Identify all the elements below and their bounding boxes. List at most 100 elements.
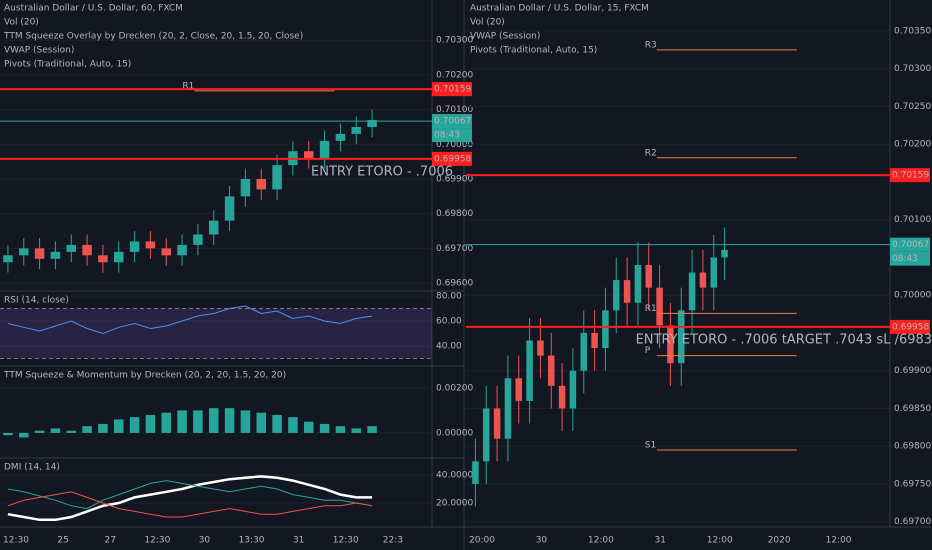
x-tick-label: 12:30 [144,536,170,546]
legend-text: TTM Squeeze Overlay by Drecken (20, 2, C… [3,32,303,42]
candle-body [209,220,219,235]
y-tick-label: 0.69700 [894,517,931,527]
y-tick-label: 0.69600 [436,279,473,289]
indicator-line [7,475,373,522]
candle-body [472,461,479,484]
candle-body [699,272,707,288]
y-tick-label: 0.69900 [894,366,931,376]
y-tick-label: 0.69800 [436,209,473,219]
y-tick-label: 0.69850 [894,404,931,414]
legend-text: Pivots (Traditional, Auto, 15) [470,46,597,56]
y-tick-label: 60.00 [436,317,462,327]
candle-body [515,378,522,401]
candle-body [569,370,577,409]
candle-body [82,244,92,256]
y-tick-label: 0.70350 [894,26,931,36]
legend-text: VWAP (Session) [470,32,540,42]
candle-body [591,332,598,349]
x-tick-label: 2020 [768,536,791,546]
momentum-bar [351,428,361,433]
candle-body [145,241,156,249]
candle-body [667,325,674,364]
y-tick-label: 0.70250 [894,102,931,112]
legend-text: RSI (14, close) [4,296,69,306]
y-tick-label: 0.69900 [436,174,473,184]
candle-body [19,248,29,256]
countdown: 08:43 [434,131,460,141]
candle-body [504,378,512,439]
y-tick-label: 80.00 [436,292,462,302]
y-tick-label: 0.70300 [894,64,931,74]
price-level-tag [432,82,472,97]
momentum-bar [3,432,13,436]
y-tick-label: 0.69750 [894,479,931,489]
momentum-bar [34,430,45,433]
candle-body [613,280,620,311]
y-tick-label: 0.70200 [436,70,473,80]
pivot-label: R2 [645,148,657,158]
x-tick-label: 12:00 [588,536,614,546]
y-tick-label: 0.00200 [436,383,473,393]
y-tick-label: 0.70200 [894,140,931,150]
legend-text: DMI (14, 14) [4,463,60,473]
momentum-bar [145,414,156,433]
candle-body [193,234,203,245]
price-level-label: 0.70159 [434,85,471,95]
price-level-label: 0.70067 [892,240,929,250]
legend-text: VWAP (Session) [4,46,74,56]
candle-body [721,249,728,258]
momentum-bar [288,417,298,433]
candle-body [678,310,685,364]
indicator-line [7,305,373,335]
momentum-bar [177,410,187,433]
indicator-line [7,491,373,518]
price-level-tag [890,168,930,183]
momentum-bar [193,410,203,433]
x-tick-label: 27 [104,536,115,546]
price-level-label: 0.70067 [434,117,471,127]
momentum-bar [129,417,140,433]
y-tick-label: 0.70000 [894,291,931,301]
momentum-bar [50,428,61,433]
price-level-label: 0.69958 [892,322,929,332]
candle-body [304,151,314,159]
candle-body [526,340,533,401]
legend-text: Vol (20) [470,18,505,28]
candle-body [537,340,544,356]
candle-body [50,251,61,259]
y-tick-label: 0.00000 [436,428,473,438]
countdown-tag [890,251,930,266]
price-level-label: 0.69958 [434,154,471,164]
momentum-bar [367,426,377,433]
candle-body [98,255,108,263]
price-level-label: 0.70159 [892,171,929,181]
candle-body [351,126,361,134]
candle-body [129,241,140,252]
price-level-tag [432,114,472,129]
candle-body [367,120,377,127]
candle-body [483,408,490,462]
rsi-band [0,308,432,359]
y-tick-label: 0.70000 [436,140,473,150]
candle-body [688,272,696,311]
momentum-bar [335,426,346,433]
x-tick-label: 31 [655,536,666,546]
momentum-bar [66,430,76,433]
candle-body [114,251,124,263]
legend-text: Pivots (Traditional, Auto, 15) [4,60,131,70]
momentum-bar [98,423,108,433]
x-tick-label: 20:00 [469,536,495,546]
countdown-tag [432,128,472,143]
candle-body [548,355,555,386]
x-tick-label: 12:00 [826,536,852,546]
candle-body [580,332,587,371]
candle-body [558,385,566,409]
candle-body [161,248,171,256]
x-tick-label: 30 [199,536,211,546]
momentum-bar [209,408,219,433]
candle-body [272,165,282,190]
candle-body [34,248,45,259]
x-tick-label: 25 [57,536,68,546]
candle-body [335,133,346,141]
